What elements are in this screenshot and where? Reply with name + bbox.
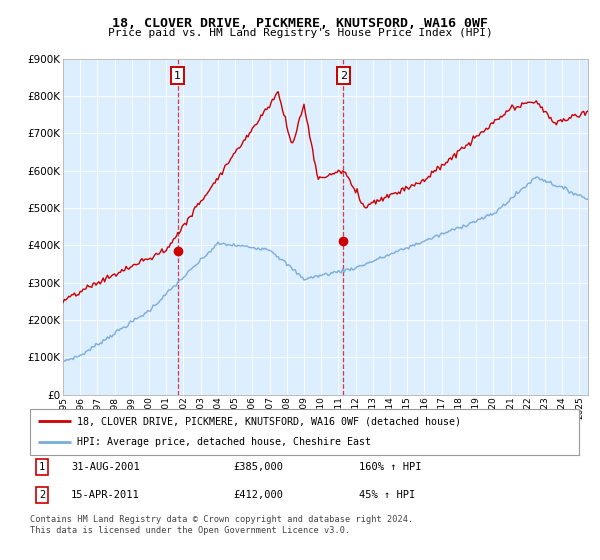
FancyBboxPatch shape	[30, 409, 579, 455]
Text: £412,000: £412,000	[233, 490, 283, 500]
Text: 1: 1	[175, 71, 181, 81]
Text: £385,000: £385,000	[233, 462, 283, 472]
Text: 18, CLOVER DRIVE, PICKMERE, KNUTSFORD, WA16 0WF (detached house): 18, CLOVER DRIVE, PICKMERE, KNUTSFORD, W…	[77, 416, 461, 426]
Text: HPI: Average price, detached house, Cheshire East: HPI: Average price, detached house, Ches…	[77, 437, 371, 447]
Text: 31-AUG-2001: 31-AUG-2001	[71, 462, 140, 472]
Text: 15-APR-2011: 15-APR-2011	[71, 490, 140, 500]
Text: Price paid vs. HM Land Registry's House Price Index (HPI): Price paid vs. HM Land Registry's House …	[107, 28, 493, 38]
Text: 45% ↑ HPI: 45% ↑ HPI	[359, 490, 416, 500]
Text: 2: 2	[340, 71, 347, 81]
Text: 2: 2	[39, 490, 45, 500]
Text: 160% ↑ HPI: 160% ↑ HPI	[359, 462, 422, 472]
Text: 1: 1	[39, 462, 45, 472]
Text: Contains HM Land Registry data © Crown copyright and database right 2024.
This d: Contains HM Land Registry data © Crown c…	[30, 515, 413, 535]
Text: 18, CLOVER DRIVE, PICKMERE, KNUTSFORD, WA16 0WF: 18, CLOVER DRIVE, PICKMERE, KNUTSFORD, W…	[112, 17, 488, 30]
